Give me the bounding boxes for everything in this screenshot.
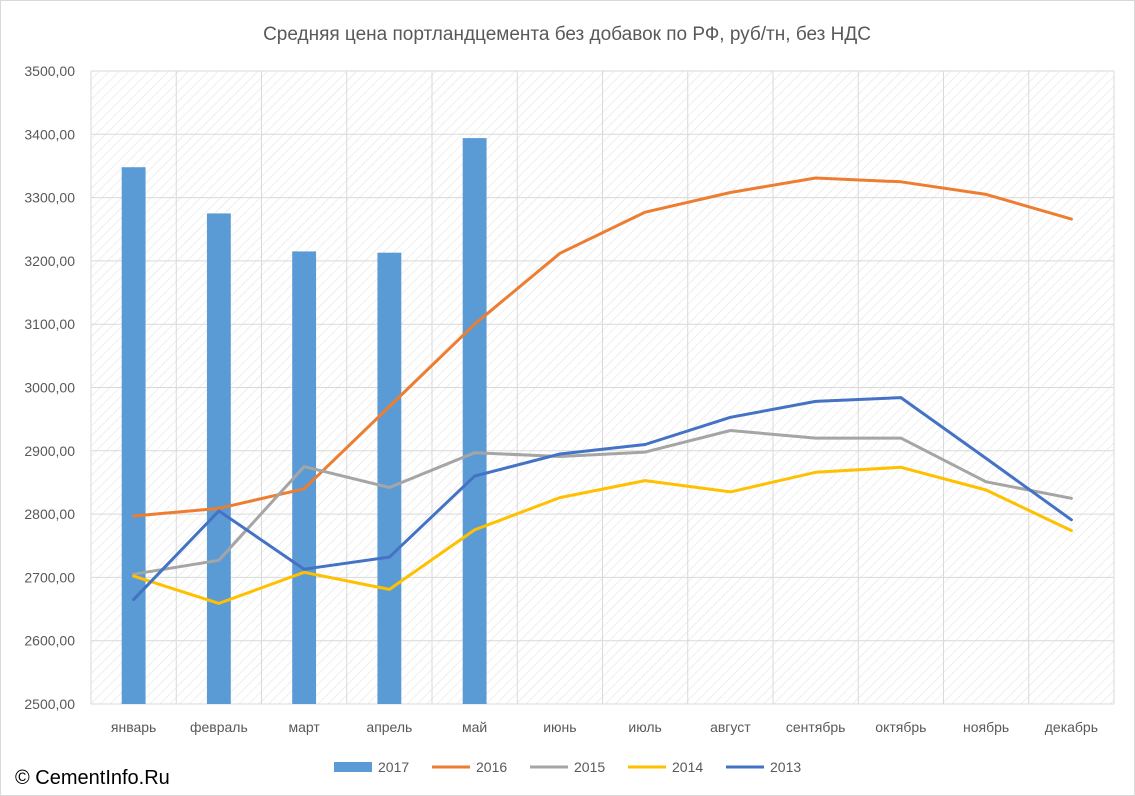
y-tick-label: 3200,00	[24, 253, 75, 269]
bar-2017-март	[292, 251, 317, 704]
y-tick-label: 3400,00	[24, 126, 75, 142]
lines	[132, 176, 1073, 605]
chart-title: Средняя цена портландцемента без добавок…	[263, 24, 871, 45]
y-tick-label: 2600,00	[24, 633, 75, 649]
y-tick-label: 2800,00	[24, 506, 75, 522]
x-tick-label: июнь	[543, 719, 576, 735]
y-tick-label: 3300,00	[24, 190, 75, 206]
bar-2017-май	[462, 138, 487, 704]
y-tick-label: 3100,00	[24, 316, 75, 332]
y-tick-label: 3500,00	[24, 63, 75, 79]
x-tick-label: апрель	[366, 719, 412, 735]
x-tick-label: январь	[111, 719, 156, 735]
x-tick-label: декабрь	[1045, 719, 1098, 735]
x-tick-label: ноябрь	[963, 719, 1009, 735]
x-tick-label: июль	[628, 719, 661, 735]
bar-2017-февраль	[206, 213, 231, 705]
bars	[121, 138, 487, 705]
line-2016	[132, 176, 1073, 518]
line-2013	[132, 396, 1073, 602]
line-2014	[132, 465, 1073, 605]
x-tick-label: сентябрь	[786, 719, 846, 735]
legend: 2017 2016 2015 2014 2013	[334, 759, 801, 775]
x-tick-label: август	[710, 719, 751, 735]
legend-label-2016: 2016	[476, 759, 507, 775]
y-tick-label: 3000,00	[24, 380, 75, 396]
x-tick-label: февраль	[190, 719, 248, 735]
bar-2017-апрель	[377, 252, 402, 704]
gridlines	[90, 70, 1115, 705]
bar-2017-январь	[121, 167, 146, 704]
x-tick-label: октябрь	[875, 719, 926, 735]
legend-label-2013: 2013	[770, 759, 801, 775]
x-axis: январь февраль март апрель май июнь июль август…	[111, 719, 1098, 735]
copyright-text: © CementInfo.Ru	[15, 767, 170, 789]
y-axis: 2500,00 2600,00 2700,00 2800,00 2900,00 3000,…	[24, 63, 75, 712]
legend-label-2017: 2017	[378, 759, 409, 775]
legend-label-2015: 2015	[574, 759, 605, 775]
y-tick-label: 2700,00	[24, 569, 75, 585]
legend-swatch-2017	[334, 762, 372, 772]
y-tick-label: 2900,00	[24, 443, 75, 459]
legend-label-2014: 2014	[672, 759, 703, 775]
line-2015	[132, 429, 1073, 576]
x-tick-label: март	[288, 719, 320, 735]
x-tick-label: май	[462, 719, 487, 735]
y-tick-label: 2500,00	[24, 696, 75, 712]
